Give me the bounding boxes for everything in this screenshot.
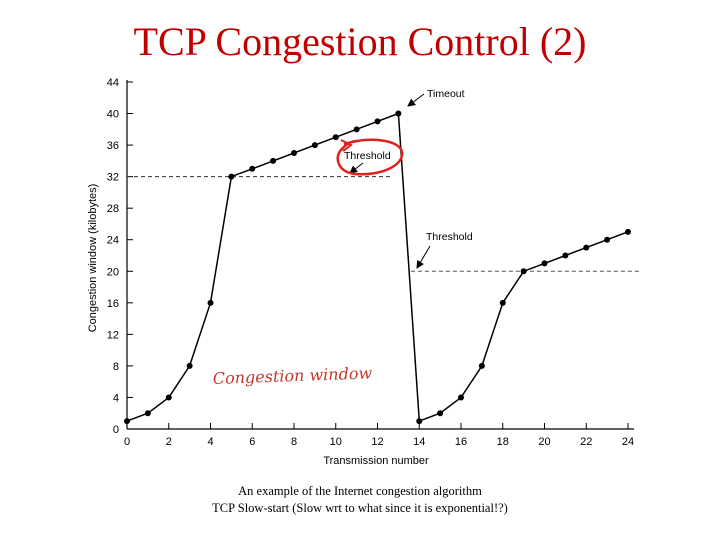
caption: An example of the Internet congestion al… [0,483,720,517]
y-tick-label: 24 [107,235,119,247]
data-point [186,362,193,369]
data-point [124,418,130,425]
y-tick-label: 32 [107,172,119,184]
y-tick-label: 4 [113,392,119,404]
y-tick-label: 16 [107,298,119,310]
data-point [562,252,569,259]
slide-title: TCP Congestion Control (2) [133,19,587,64]
threshold-highlight-circle [336,138,404,176]
x-tick-label: 4 [207,436,213,448]
y-tick-label: 8 [113,361,119,373]
x-tick-label: 12 [371,436,383,448]
data-point [270,157,277,164]
data-point [165,394,172,401]
threshold-arrow-1 [349,162,364,174]
caption-line-2: TCP Slow-start (Slow wrt to what since i… [212,501,508,515]
x-axis-label: Transmission number [323,455,429,467]
y-axis-label: Congestion window (kilobytes) [87,184,99,333]
data-point [583,244,590,251]
series-points [124,110,631,425]
x-tick-label: 2 [166,436,172,448]
y-tick-label: 12 [107,329,119,341]
timeout-arrow [407,93,425,107]
data-point [395,110,402,117]
data-point [311,142,318,149]
timeout-label: Timeout [427,88,465,100]
data-point [478,362,485,369]
data-point [458,394,464,401]
data-point [520,268,527,275]
data-point [353,126,360,133]
data-point [416,418,423,425]
caption-line-1: An example of the Internet congestion al… [238,484,482,498]
data-point [374,118,381,125]
data-point [249,165,256,172]
handwritten-annotation: Congestion window [212,363,372,388]
threshold-label-1: Threshold [344,150,391,162]
x-tick-label: 18 [497,436,509,448]
x-tick-label: 16 [455,436,467,448]
x-tick-label: 8 [291,436,297,448]
x-tick-label: 24 [622,436,634,448]
x-tick-label: 10 [330,436,342,448]
data-point [625,228,631,235]
data-point [499,299,506,306]
data-point [228,173,235,180]
data-point [541,260,548,267]
y-tick-label: 0 [113,424,119,436]
data-point [291,149,297,156]
chart-axes [126,80,634,430]
y-tick-label: 44 [107,77,119,89]
y-tick-label: 20 [107,266,119,278]
data-point [144,410,151,417]
x-tick-label: 22 [580,436,592,448]
x-tick-label: 0 [124,436,130,448]
data-point [207,299,214,306]
x-tick-label: 6 [249,436,255,448]
y-tick-label: 36 [107,140,119,152]
y-tick-label: 40 [107,109,119,121]
data-point [604,236,611,243]
threshold-label-2: Threshold [426,231,473,243]
y-tick-label: 28 [107,203,119,215]
threshold-arrow-2 [416,245,431,269]
data-point [437,410,444,417]
x-tick-label: 14 [413,436,425,448]
data-point [332,134,339,141]
x-tick-label: 20 [538,436,550,448]
threshold-highlight-arrow [340,139,353,152]
